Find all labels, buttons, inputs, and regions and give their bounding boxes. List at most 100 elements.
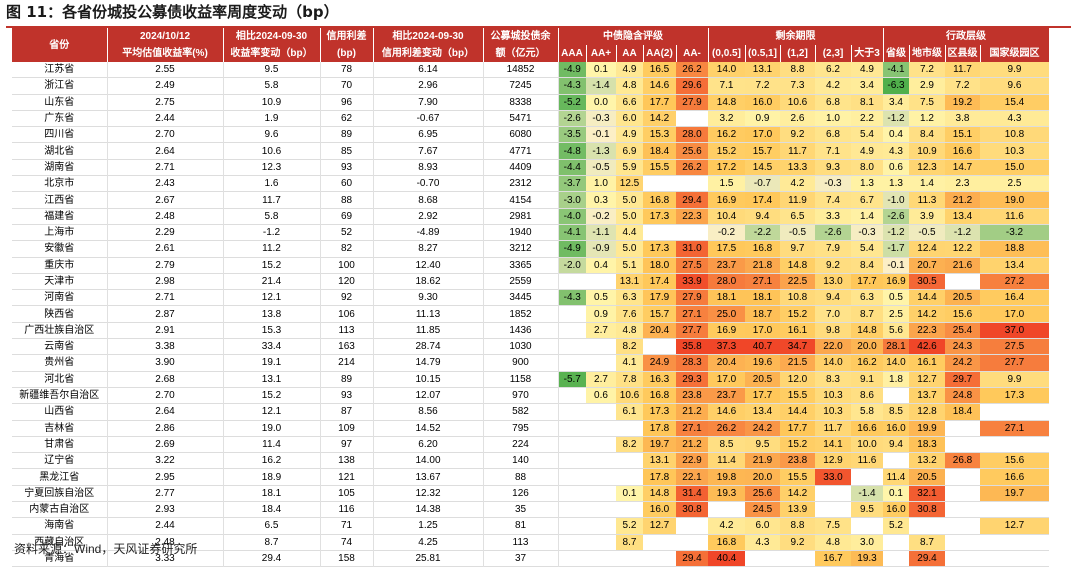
heat-cell-aa-minus: 27.7 [676, 322, 708, 339]
heat-cell-term-2-3: 7.9 [815, 240, 851, 258]
cell-spread-change: 11.85 [373, 322, 484, 339]
heat-cell-aa2 [643, 550, 676, 567]
cell-balance: 8338 [483, 94, 559, 111]
cell-yield-change: 10.9 [223, 94, 321, 111]
heat-cell-term-over-3: 6.7 [851, 191, 883, 209]
cell-yield-change: 12.1 [223, 289, 321, 306]
heat-cell-aa-minus [676, 534, 708, 551]
cell-balance: 6080 [483, 126, 559, 143]
heat-cell-term-over-3: 8.6 [851, 387, 883, 404]
cell-yield-change: 8.7 [223, 534, 321, 551]
heat-cell-term-0-0.5: 18.1 [708, 289, 745, 306]
heat-cell-aa-minus: 23.8 [676, 387, 708, 404]
cell-yield: 2.98 [107, 273, 224, 290]
subheader-rating-aa2: AA(2) [643, 45, 677, 62]
heat-cell-admin-city: 16.1 [909, 354, 945, 372]
heat-cell-admin-park: 18.8 [980, 240, 1049, 258]
heat-cell-term-2-3: 6.2 [815, 62, 851, 78]
subheader-admin-park: 国家级园区 [980, 45, 1050, 62]
cell-yield-change: 1.9 [223, 110, 321, 127]
heat-cell-aa2: 17.9 [643, 289, 676, 306]
heat-cell-term-0-0.5: 16.8 [708, 534, 745, 551]
heat-cell-aa: 4.4 [616, 224, 643, 241]
cell-spread: 106 [320, 305, 374, 323]
heat-cell-aa-minus: 28.3 [676, 354, 708, 372]
heat-cell-admin-county: 2.3 [945, 175, 980, 192]
cell-spread: 158 [320, 550, 374, 567]
heat-cell-aa: 7.8 [616, 371, 643, 388]
heat-cell-admin-park [980, 534, 1049, 551]
heat-cell-admin-city: 13.2 [909, 452, 945, 469]
heat-cell-aa-plus [586, 338, 616, 355]
heat-cell-term-0.5-1: -0.7 [745, 175, 780, 192]
heat-cell-term-over-3: -0.3 [851, 224, 883, 241]
heat-cell-term-2-3: 16.7 [815, 550, 851, 567]
cell-yield: 2.64 [107, 142, 224, 160]
heat-cell-aa-plus [586, 452, 616, 469]
heat-cell-aa2 [643, 224, 676, 241]
heat-cell-term-1-2: 4.2 [780, 175, 815, 192]
source-note: 资料来源：Wind，天风证券研究所 [14, 542, 198, 556]
cell-province: 浙江省 [12, 77, 108, 95]
heat-cell-aa-plus [586, 436, 616, 453]
heat-cell-term-1-2: 9.2 [780, 534, 815, 551]
heat-cell-aa-minus: 28.0 [676, 126, 708, 143]
heat-cell-admin-city: 14.4 [909, 289, 945, 306]
cell-province: 宁夏回族自治区 [12, 485, 108, 502]
heat-cell-admin-county: 21.2 [945, 191, 980, 209]
cell-yield-change: 13.8 [223, 305, 321, 323]
header-yield-change: 收益率变动（bp） [223, 45, 321, 62]
heat-cell-aaa [558, 305, 586, 323]
cell-balance: 1940 [483, 224, 559, 241]
heat-cell-admin-county: 24.3 [945, 338, 980, 355]
cell-balance: 970 [483, 387, 559, 404]
cell-spread: 74 [320, 534, 374, 551]
heat-cell-aaa: -4.0 [558, 208, 586, 225]
heat-cell-term-0-0.5: 17.5 [708, 240, 745, 258]
table-row: 上海市 2.29 -1.2 52 -4.89 1940 -4.1 -1.1 4.4 -0.2 -2.… [12, 224, 1049, 241]
heat-cell-admin-city: 8.7 [909, 534, 945, 551]
heat-cell-admin-city: 13.7 [909, 387, 945, 404]
heat-cell-admin-city: 8.4 [909, 126, 945, 143]
heat-cell-aa-plus: -1.3 [586, 142, 616, 160]
heat-cell-admin-province: 3.4 [883, 94, 909, 111]
heat-cell-aaa: -3.7 [558, 175, 586, 192]
table-row: 海南省 2.44 6.5 71 1.25 81 5.2 12.7 4.2 6.0 8.8 7.5 5.2… [12, 517, 1049, 535]
heat-cell-aaa [558, 403, 586, 421]
heat-cell-admin-park: 27.2 [980, 273, 1049, 290]
heat-cell-term-over-3: 3.0 [851, 534, 883, 551]
heat-cell-term-over-3: 9.5 [851, 501, 883, 518]
cell-spread-change: 14.00 [373, 452, 484, 469]
table-row: 黑龙江省 2.95 18.9 121 13.67 88 17.8 22.1 19.8 20.0 15… [12, 468, 1049, 486]
heat-cell-term-0.5-1: 40.7 [745, 338, 780, 355]
heat-cell-term-2-3: 7.5 [815, 517, 851, 535]
cell-yield: 2.79 [107, 257, 224, 274]
heat-cell-aa: 8.7 [616, 534, 643, 551]
heat-cell-admin-province: 1.8 [883, 371, 909, 388]
heat-cell-aa: 5.9 [616, 159, 643, 176]
heat-cell-admin-city: -0.5 [909, 224, 945, 241]
table-row: 重庆市 2.79 15.2 100 12.40 3365 -2.0 0.4 5.1 18.0 27.… [12, 257, 1049, 274]
cell-province: 湖南省 [12, 159, 108, 176]
cell-province: 四川省 [12, 126, 108, 143]
heat-cell-term-over-3: 9.1 [851, 371, 883, 388]
heat-cell-admin-province [883, 550, 909, 567]
heat-cell-term-0.5-1: 0.9 [745, 110, 780, 127]
heat-cell-admin-city: 20.7 [909, 257, 945, 274]
cell-spread: 89 [320, 371, 374, 388]
heat-cell-aa-plus [586, 354, 616, 372]
cell-yield: 2.77 [107, 485, 224, 502]
heat-cell-aa2: 16.8 [643, 191, 676, 209]
cell-spread: 93 [320, 387, 374, 404]
heat-cell-admin-province: 14.0 [883, 354, 909, 372]
heat-cell-term-0.5-1: 24.5 [745, 501, 780, 518]
heat-cell-aa2: 14.6 [643, 77, 676, 95]
heat-cell-admin-county [945, 485, 980, 502]
heat-cell-aa2: 16.3 [643, 371, 676, 388]
cell-balance: 4771 [483, 142, 559, 160]
heat-cell-term-2-3: 9.2 [815, 257, 851, 274]
heat-cell-aa2 [643, 534, 676, 551]
title-divider [6, 26, 1071, 28]
heat-cell-term-0.5-1: 20.0 [745, 468, 780, 486]
heat-cell-term-1-2: 16.1 [780, 322, 815, 339]
